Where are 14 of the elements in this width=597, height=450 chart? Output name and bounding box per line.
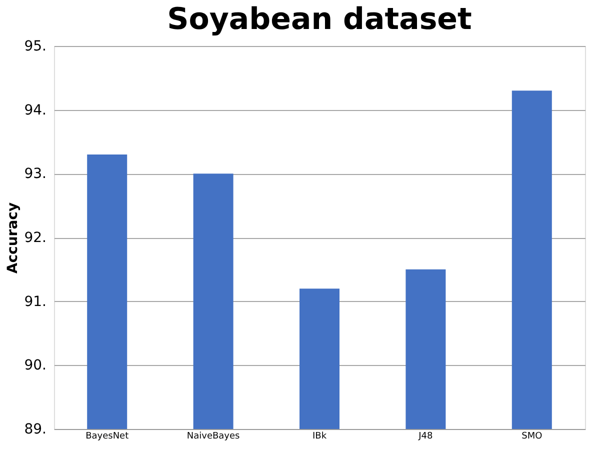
- y-tick-label: 90.: [24, 358, 46, 374]
- chart-title: Soyabean dataset: [167, 2, 472, 37]
- x-tick-label: IBk: [312, 432, 328, 442]
- y-tick-label: 95.: [24, 38, 46, 54]
- y-tick-label: 89.: [24, 422, 46, 438]
- x-tick-label: NaiveBayes: [186, 432, 240, 442]
- y-axis-title: Accuracy: [5, 202, 22, 274]
- y-tick-label: 92.: [24, 230, 46, 246]
- y-tick-label: 93.: [24, 166, 46, 182]
- y-tick-label: 91.: [24, 294, 46, 310]
- x-tick-label: BayesNet: [86, 432, 130, 442]
- x-tick-label: J48: [418, 432, 434, 442]
- x-tick-label: SMO: [522, 432, 542, 442]
- y-tick-label: 94.: [24, 102, 46, 118]
